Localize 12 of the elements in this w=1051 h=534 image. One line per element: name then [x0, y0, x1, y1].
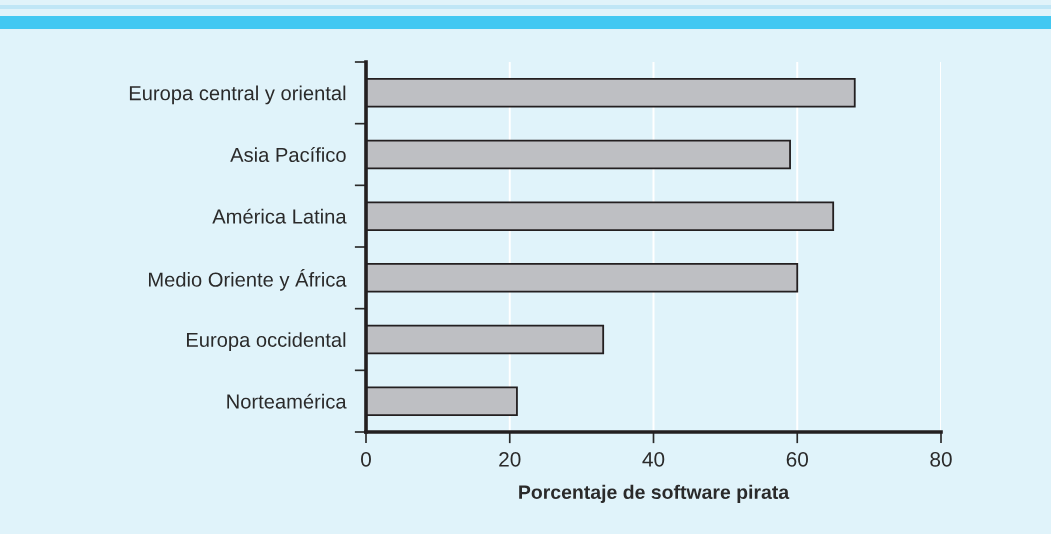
x-tick-label: 80 — [930, 451, 952, 467]
x-tick-label: 60 — [786, 451, 809, 467]
y-tick-label: Asia Pacífico — [230, 146, 346, 162]
y-tick-label: América Latina — [212, 208, 347, 224]
x-tick-label: 40 — [642, 451, 665, 467]
x-axis-title: Porcentaje de software pirata — [519, 484, 790, 503]
x-tick-label: 20 — [499, 451, 521, 467]
y-tick-label: Europa central y oriental — [129, 85, 346, 105]
x-tick-label: 0 — [361, 451, 371, 467]
y-tick-label: Norteamérica — [227, 393, 347, 409]
y-tick-label: Europa occidental — [187, 332, 346, 351]
y-tick-label: Medio Oriente y África — [148, 269, 347, 291]
